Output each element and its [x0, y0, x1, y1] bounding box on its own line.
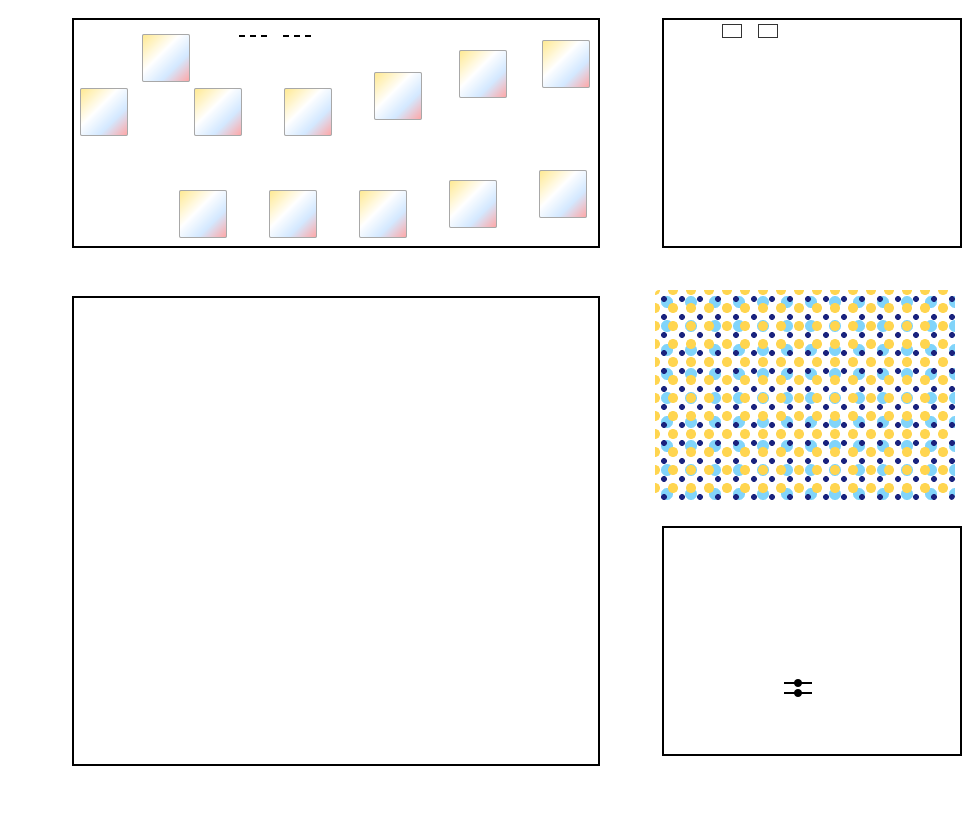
panel-b [662, 18, 962, 248]
struct-thumb [539, 170, 587, 218]
panel-e-legend [784, 678, 824, 698]
panel-d-structure [655, 290, 955, 500]
struct-thumb [142, 34, 190, 82]
struct-thumb [179, 190, 227, 238]
panel-b-legend [722, 24, 790, 43]
struct-thumb [542, 40, 590, 88]
panel-a [72, 18, 600, 248]
panel-e [662, 526, 962, 756]
struct-thumb [449, 180, 497, 228]
panel-c [72, 296, 600, 766]
struct-thumb [284, 88, 332, 136]
struct-thumb [459, 50, 507, 98]
figure-root [10, 10, 964, 811]
struct-thumb [359, 190, 407, 238]
struct-thumb [269, 190, 317, 238]
struct-thumb [374, 72, 422, 120]
panel-c-plot [75, 299, 599, 765]
panel-a-legend [239, 24, 323, 42]
struct-thumb [194, 88, 242, 136]
panel-e-plot [665, 529, 961, 755]
struct-thumb [80, 88, 128, 136]
panel-b-plot [665, 21, 961, 247]
